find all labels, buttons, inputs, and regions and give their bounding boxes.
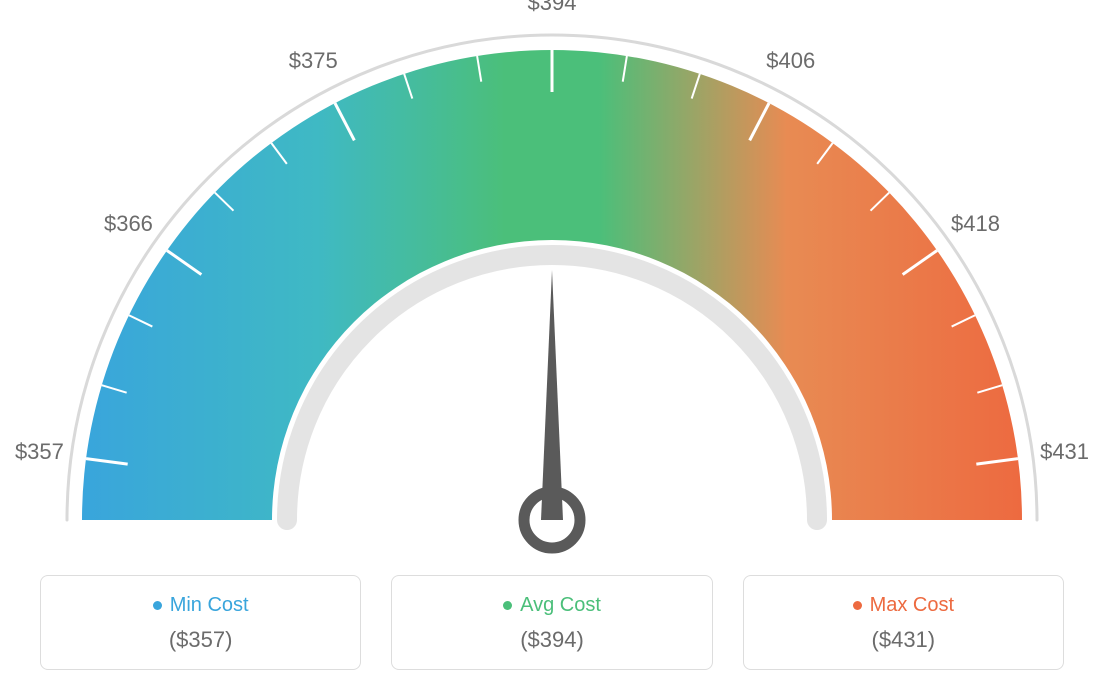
dot-icon [153, 601, 162, 610]
cost-gauge-widget: $357 $366 $375 $394 $406 $418 $431 Min Cost ($… [0, 0, 1104, 690]
gauge-tick-label: $375 [289, 48, 338, 74]
legend-card-min: Min Cost ($357) [40, 575, 361, 670]
legend-card-avg: Avg Cost ($394) [391, 575, 712, 670]
legend-value-max: ($431) [754, 627, 1053, 653]
legend-label-max: Max Cost [853, 594, 954, 617]
legend-row: Min Cost ($357) Avg Cost ($394) Max Cost… [0, 575, 1104, 670]
dot-icon [853, 601, 862, 610]
gauge-tick-label: $357 [15, 439, 64, 465]
legend-label-avg: Avg Cost [503, 594, 601, 617]
gauge-tick-label: $431 [1040, 439, 1089, 465]
dot-icon [503, 601, 512, 610]
gauge-svg [0, 0, 1104, 560]
legend-card-max: Max Cost ($431) [743, 575, 1064, 670]
legend-value-avg: ($394) [402, 627, 701, 653]
gauge-tick-label: $366 [104, 211, 153, 237]
legend-text-max: Max Cost [870, 594, 954, 617]
gauge-tick-label: $406 [766, 48, 815, 74]
legend-text-avg: Avg Cost [520, 594, 601, 617]
legend-text-min: Min Cost [170, 594, 249, 617]
legend-label-min: Min Cost [153, 594, 249, 617]
gauge-tick-label: $418 [951, 211, 1000, 237]
legend-value-min: ($357) [51, 627, 350, 653]
gauge-area: $357 $366 $375 $394 $406 $418 $431 [0, 0, 1104, 560]
gauge-tick-label: $394 [528, 0, 577, 16]
